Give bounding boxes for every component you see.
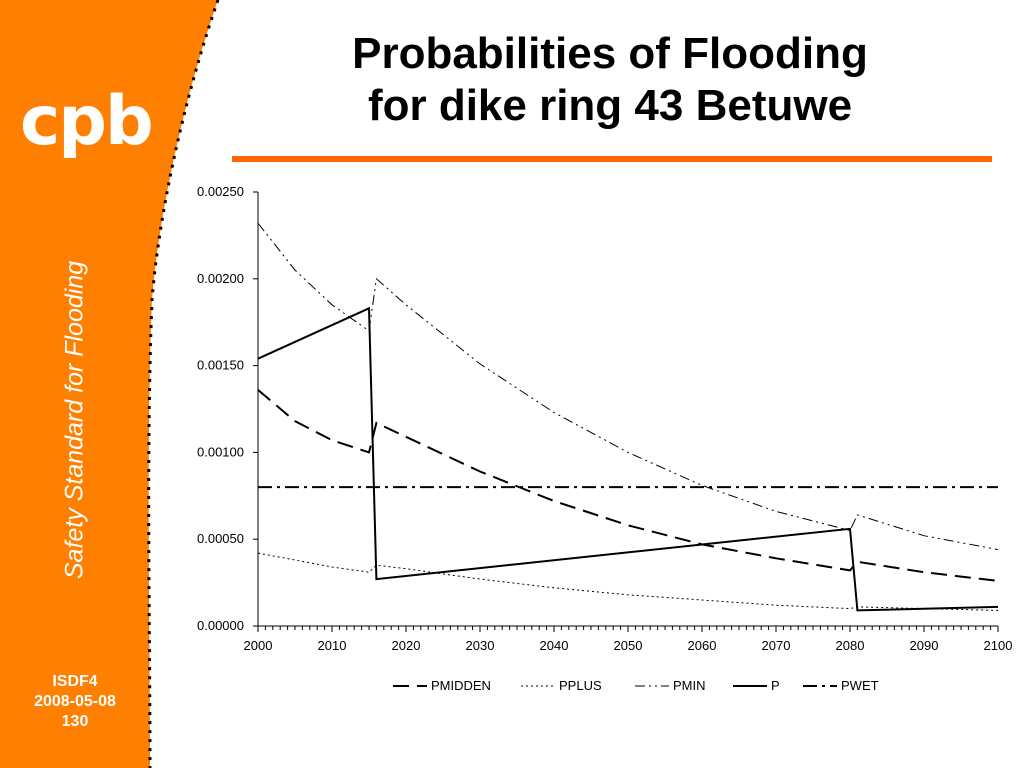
x-tick-label: 2060 (688, 638, 717, 653)
x-tick-label: 2000 (244, 638, 273, 653)
y-tick-label: 0.00150 (197, 358, 244, 373)
x-tick-label: 2080 (836, 638, 865, 653)
chart-title-line-1: Probabilities of Flooding (352, 29, 868, 78)
x-tick-label: 2010 (318, 638, 347, 653)
title-underline (232, 156, 992, 162)
x-tick-label: 2050 (614, 638, 643, 653)
legend-label-pmin: PMIN (673, 678, 706, 693)
legend-label-pplus: PPLUS (559, 678, 602, 693)
footer-slide-number: 130 (61, 713, 89, 730)
x-tick-label: 2020 (392, 638, 421, 653)
series-line-pmidden (257, 389, 999, 582)
sidebar-background (0, 0, 220, 768)
legend-label-p: P (771, 678, 780, 693)
slide-footer: ISDF4 2008-05-08 130 (0, 672, 150, 732)
footer-event: ISDF4 (52, 673, 98, 690)
series-line-pplus (257, 552, 999, 611)
cpb-logo: cpb (20, 82, 154, 161)
x-tick-label: 2040 (540, 638, 569, 653)
y-tick-label: 0.00250 (197, 184, 244, 199)
y-tick-label: 0.00200 (197, 271, 244, 286)
series-line-pmin (257, 222, 999, 551)
legend-label-pwet: PWET (841, 678, 879, 693)
x-tick-label: 2090 (910, 638, 939, 653)
y-tick-label: 0.00050 (197, 531, 244, 546)
legend-label-pmidden: PMIDDEN (431, 678, 491, 693)
series-line-p (257, 306, 999, 612)
footer-date: 2008-05-08 (34, 693, 116, 710)
chart-title: Probabilities of Flooding for dike ring … (230, 28, 990, 132)
flooding-probability-chart: 0.00000 0.00050 0.00100 0.00150 0.00200 0.002… (197, 184, 1013, 693)
sidebar-subtitle: Safety Standard for Flooding (60, 260, 89, 580)
x-tick-label: 2030 (466, 638, 495, 653)
x-tick-label: 2100 (984, 638, 1013, 653)
x-tick-label: 2070 (762, 638, 791, 653)
y-tick-label: 0.00000 (197, 618, 244, 633)
chart-title-line-2: for dike ring 43 Betuwe (367, 81, 853, 130)
y-tick-label: 0.00100 (197, 444, 244, 459)
